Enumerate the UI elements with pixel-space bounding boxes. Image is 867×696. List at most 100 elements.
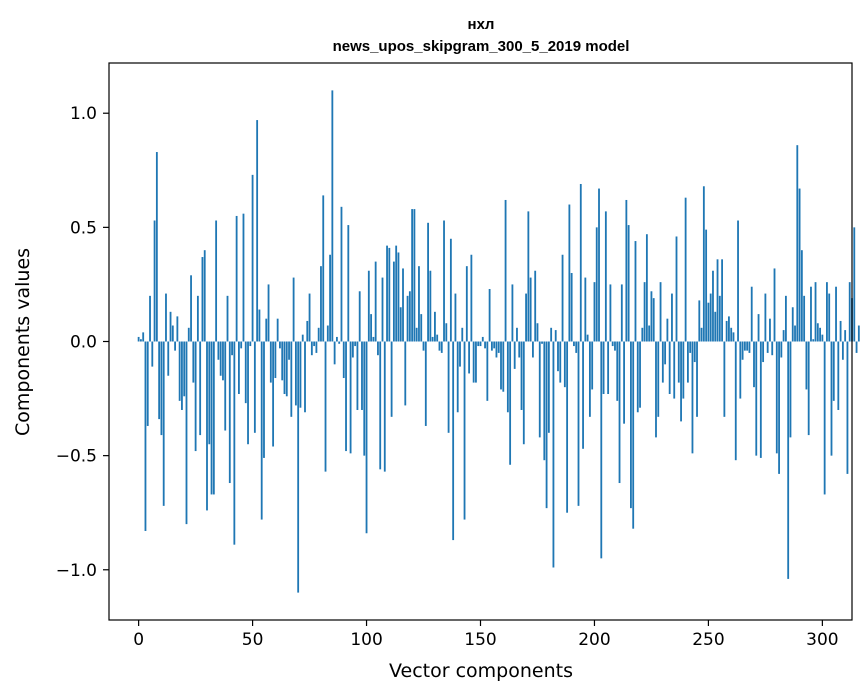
bar [194, 341, 197, 452]
bar [730, 327, 733, 342]
bar [620, 284, 623, 342]
bar [721, 259, 723, 342]
bar [208, 341, 211, 445]
bar [461, 327, 464, 342]
bar [739, 341, 742, 399]
bar [532, 341, 534, 358]
bar [552, 341, 555, 568]
bar [534, 270, 537, 342]
bar [493, 341, 496, 349]
bar [336, 336, 338, 342]
bar [459, 341, 461, 367]
bar [224, 341, 227, 431]
bar [757, 314, 760, 342]
bar [513, 341, 516, 369]
bar [502, 341, 505, 392]
bar [279, 341, 281, 349]
bar [281, 341, 284, 381]
bar [497, 341, 500, 353]
bar [176, 316, 179, 342]
bar [538, 341, 541, 438]
bar [260, 341, 263, 520]
bar [604, 211, 607, 342]
bar [648, 325, 651, 342]
bar [388, 247, 391, 342]
bar [846, 341, 849, 474]
y-tick-label: 1.0 [70, 104, 97, 124]
y-tick-label: 0.0 [70, 333, 97, 353]
bar [755, 341, 758, 456]
bar [696, 341, 698, 417]
y-tick-label: −0.5 [56, 447, 97, 467]
bar [256, 120, 259, 342]
bar [427, 222, 429, 342]
bar [812, 339, 815, 342]
bar [639, 341, 641, 408]
bar [481, 336, 484, 342]
bar [520, 341, 523, 410]
bar [196, 295, 199, 342]
bar [705, 229, 708, 342]
bar [500, 341, 502, 390]
bar [331, 90, 334, 342]
bar [636, 341, 639, 413]
chart-subtitle: news_upos_skipgram_300_5_2019 model [333, 38, 630, 55]
bar [666, 318, 669, 342]
bar [299, 341, 302, 408]
bar [381, 277, 384, 342]
bar [595, 227, 598, 342]
bar [810, 286, 812, 342]
bar [361, 341, 363, 410]
bar [285, 341, 288, 397]
bar [294, 341, 297, 406]
bar [614, 341, 616, 351]
bar [383, 341, 386, 472]
bar [472, 341, 475, 383]
bar [340, 206, 343, 342]
bar [826, 282, 828, 342]
bar [436, 334, 439, 342]
bar [625, 199, 628, 342]
bar [247, 341, 249, 445]
bar [712, 270, 714, 342]
bar [456, 341, 459, 413]
x-axis-label: Vector components [389, 660, 573, 682]
bar [716, 259, 719, 342]
bar [771, 341, 774, 356]
bar [609, 284, 612, 342]
bar [404, 341, 407, 406]
bar [219, 341, 222, 376]
bar [673, 341, 676, 399]
bar [680, 341, 682, 422]
bar [424, 341, 427, 426]
bar [310, 341, 313, 356]
x-tick-label: 200 [578, 630, 610, 650]
bar [618, 341, 621, 484]
bar [732, 332, 735, 342]
bar [215, 220, 218, 342]
bar [440, 341, 443, 353]
bar [668, 341, 671, 394]
bar [238, 341, 240, 394]
bar [399, 307, 402, 342]
bar [244, 341, 247, 404]
bar [326, 325, 329, 342]
bar [418, 266, 420, 342]
bar [454, 293, 457, 342]
bar [333, 341, 336, 365]
bar [297, 341, 300, 593]
bar [632, 341, 635, 529]
bar [650, 291, 653, 342]
bar [228, 341, 231, 484]
bar [347, 225, 350, 342]
bar [577, 341, 580, 506]
bar [178, 341, 181, 401]
bar [522, 341, 525, 445]
bar [518, 341, 521, 358]
bar [616, 341, 619, 401]
bar [153, 220, 156, 342]
bar [686, 341, 689, 383]
bar [657, 341, 660, 417]
bar [217, 341, 220, 360]
bar [545, 341, 548, 509]
